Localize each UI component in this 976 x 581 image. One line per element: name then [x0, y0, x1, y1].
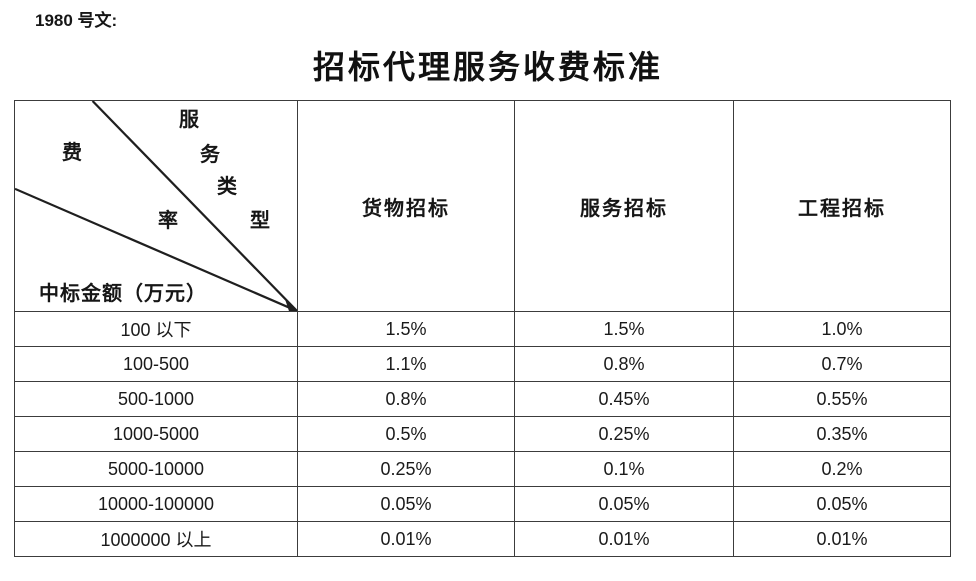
fee-value-cell: 0.35%: [733, 416, 951, 452]
row-label: 10000-100000: [14, 486, 298, 522]
diagonal-split-lines: [15, 101, 297, 311]
table-row: 100-500 1.1% 0.8% 0.7%: [14, 346, 951, 382]
table-corner-cell: 服 务 类 型 费 率 中标金额（万元）: [14, 100, 298, 312]
corner-label-service-type-char: 服: [179, 109, 199, 131]
table-row: 100 以下 1.5% 1.5% 1.0%: [14, 311, 951, 347]
fee-value-cell: 0.25%: [297, 451, 515, 487]
fee-value-cell: 0.05%: [733, 486, 951, 522]
corner-label-service-type-char: 务: [200, 144, 220, 166]
fee-value-cell: 1.1%: [297, 346, 515, 382]
fee-value-cell: 1.0%: [733, 311, 951, 347]
corner-label-service-type-char: 型: [250, 210, 270, 232]
table-row: 500-1000 0.8% 0.45% 0.55%: [14, 381, 951, 417]
arrow-tip: [284, 298, 297, 311]
column-header-goods: 货物招标: [297, 100, 515, 312]
fee-value-cell: 0.55%: [733, 381, 951, 417]
page-title: 招标代理服务收费标准: [312, 49, 663, 85]
fee-value-cell: 0.25%: [514, 416, 734, 452]
fee-value-cell: 0.8%: [297, 381, 515, 417]
fee-value-cell: 0.45%: [514, 381, 734, 417]
corner-label-service-type-char: 类: [217, 176, 237, 198]
corner-label-fee-rate-char: 费: [62, 142, 82, 164]
corner-label-bid-amount: 中标金额（万元）: [39, 283, 207, 305]
row-label: 100-500: [14, 346, 298, 382]
fee-value-cell: 0.05%: [297, 486, 515, 522]
table-row: 5000-10000 0.25% 0.1% 0.2%: [14, 451, 951, 487]
table-header-row: 服 务 类 型 费 率 中标金额（万元） 货物招标 服务招标 工程招标: [14, 100, 951, 312]
row-label: 500-1000: [14, 381, 298, 417]
fee-value-cell: 0.05%: [514, 486, 734, 522]
corner-label-fee-rate-char: 率: [158, 210, 178, 232]
table-row: 1000-5000 0.5% 0.25% 0.35%: [14, 416, 951, 452]
doc-number-label: 1980 号文:: [35, 11, 118, 30]
fee-value-cell: 0.1%: [514, 451, 734, 487]
fee-value-cell: 1.5%: [514, 311, 734, 347]
fee-value-cell: 0.8%: [514, 346, 734, 382]
fee-value-cell: 0.7%: [733, 346, 951, 382]
row-label: 5000-10000: [14, 451, 298, 487]
fee-value-cell: 0.01%: [514, 521, 734, 557]
fee-value-cell: 0.5%: [297, 416, 515, 452]
table-row: 10000-100000 0.05% 0.05% 0.05%: [14, 486, 951, 522]
fee-value-cell: 0.01%: [733, 521, 951, 557]
column-header-engineering: 工程招标: [733, 100, 951, 312]
table-row: 1000000 以上 0.01% 0.01% 0.01%: [14, 521, 951, 557]
fee-value-cell: 0.2%: [733, 451, 951, 487]
fee-value-cell: 1.5%: [297, 311, 515, 347]
fee-value-cell: 0.01%: [297, 521, 515, 557]
row-label: 1000-5000: [14, 416, 298, 452]
column-header-service: 服务招标: [514, 100, 734, 312]
fee-standard-table: 服 务 类 型 费 率 中标金额（万元） 货物招标 服务招标 工程招标 100 …: [14, 100, 951, 557]
row-label: 100 以下: [14, 311, 298, 347]
row-label: 1000000 以上: [14, 521, 298, 557]
